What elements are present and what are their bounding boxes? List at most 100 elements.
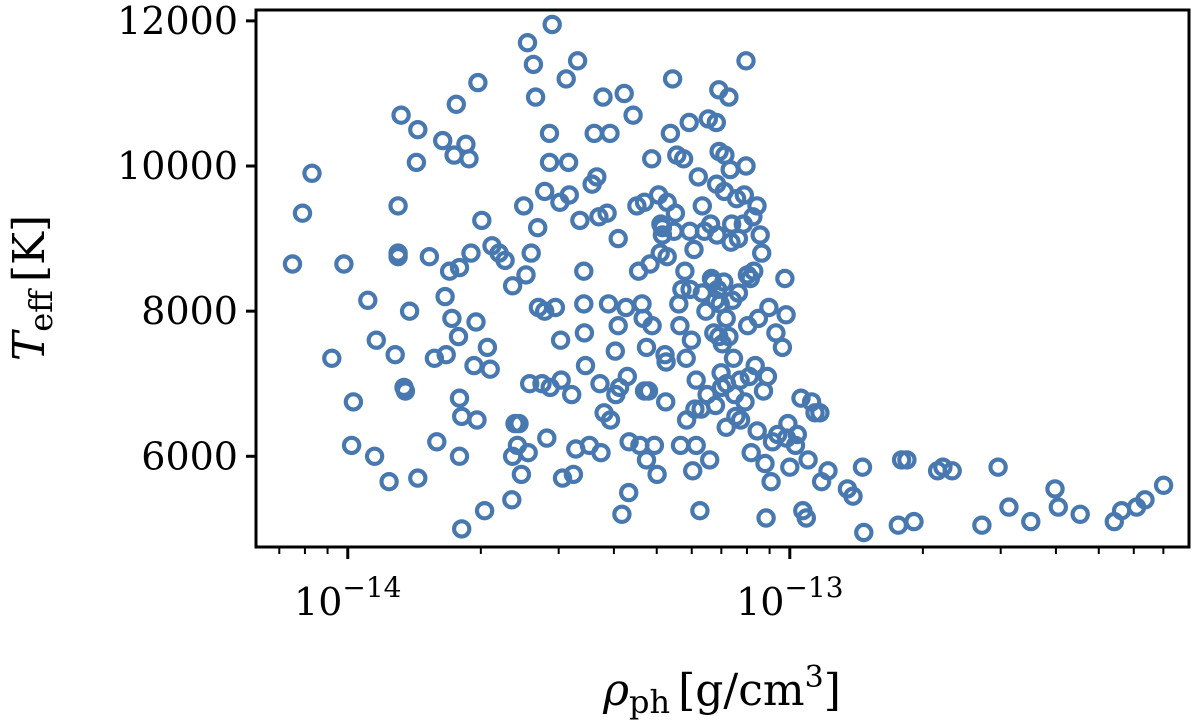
data-point	[673, 149, 694, 169]
data-point	[736, 156, 756, 176]
data-point	[395, 381, 416, 401]
data-point	[600, 123, 620, 144]
data-point	[745, 355, 765, 376]
data-point	[843, 486, 863, 506]
data-point	[640, 254, 660, 274]
data-point	[567, 51, 588, 71]
data-point	[719, 326, 739, 347]
data-point	[714, 272, 734, 292]
data-point	[752, 243, 772, 263]
data-point	[638, 381, 659, 401]
data-point	[612, 504, 632, 524]
data-point	[662, 69, 683, 89]
data-point	[408, 119, 428, 140]
data-point	[730, 410, 751, 430]
data-point	[449, 446, 470, 466]
data-point	[772, 337, 793, 358]
data-point	[562, 384, 582, 405]
data-point	[322, 348, 342, 368]
data-point	[439, 261, 460, 281]
data-point	[545, 297, 566, 318]
data-point	[551, 370, 571, 390]
y-axis-symbol: T	[4, 328, 55, 361]
data-point	[665, 203, 686, 223]
data-point	[716, 308, 736, 329]
data-point	[636, 450, 657, 470]
data-point	[461, 243, 481, 263]
data-point	[616, 297, 636, 318]
data-point	[730, 370, 750, 390]
data-point	[388, 247, 408, 267]
data-point	[542, 14, 562, 35]
data-point	[435, 286, 455, 307]
data-point	[810, 403, 830, 423]
data-point	[459, 149, 479, 169]
y-axis-unit: [K]	[4, 215, 55, 282]
data-point	[728, 283, 749, 303]
y-tick-label: 12000	[117, 0, 238, 43]
data-point	[933, 457, 953, 477]
data-point	[379, 472, 399, 492]
data-point	[464, 355, 484, 376]
data-point	[552, 468, 573, 488]
data-point	[642, 149, 662, 169]
y-axis: 6000 8000 10000 12000	[117, 0, 256, 478]
data-point	[655, 345, 675, 365]
data-point	[617, 366, 638, 387]
data-point	[600, 410, 621, 430]
x-axis-symbol: ρ	[602, 665, 629, 716]
y-axis-label: Teff [K]	[4, 215, 60, 361]
data-point	[495, 250, 515, 271]
data-point	[302, 163, 322, 183]
data-point	[570, 210, 590, 231]
data-point	[537, 428, 557, 448]
data-point	[385, 345, 405, 365]
data-point	[525, 87, 546, 107]
data-point	[798, 450, 818, 470]
data-point	[343, 392, 364, 412]
data-point	[688, 167, 709, 187]
data-point	[888, 515, 909, 535]
data-point	[502, 490, 522, 510]
data-point	[449, 388, 470, 408]
data-point	[785, 435, 806, 456]
data-point	[660, 123, 681, 144]
data-point	[623, 105, 643, 125]
data-point	[614, 83, 634, 104]
data-point	[747, 421, 767, 441]
points-layer	[282, 14, 1174, 543]
data-point	[679, 112, 699, 133]
data-point	[778, 413, 798, 434]
data-point	[511, 464, 532, 485]
y-tick-label: 8000	[141, 289, 238, 333]
x-axis-unit: [g/cm	[678, 665, 805, 716]
data-point	[1021, 511, 1041, 532]
data-point	[690, 501, 710, 521]
data-point	[642, 316, 662, 336]
data-point	[341, 435, 362, 456]
data-point	[748, 308, 769, 329]
data-point	[692, 196, 713, 216]
data-point	[518, 443, 538, 463]
data-point	[406, 152, 427, 173]
data-point	[780, 457, 800, 477]
data-point	[719, 87, 739, 107]
data-point	[448, 326, 469, 347]
data-point	[558, 152, 579, 173]
data-point	[670, 316, 690, 336]
y-axis-subscript: eff	[22, 288, 60, 332]
data-point	[502, 276, 523, 296]
data-point	[559, 185, 580, 205]
data-point	[681, 330, 702, 350]
data-point	[761, 472, 781, 492]
data-point	[705, 395, 726, 416]
data-point	[644, 435, 665, 456]
data-point	[433, 130, 453, 151]
data-point	[988, 457, 1008, 477]
data-point	[656, 392, 676, 412]
data-point	[675, 261, 695, 281]
data-point	[1048, 497, 1069, 517]
data-point	[686, 435, 706, 456]
data-point	[776, 305, 796, 325]
data-point	[683, 461, 703, 481]
